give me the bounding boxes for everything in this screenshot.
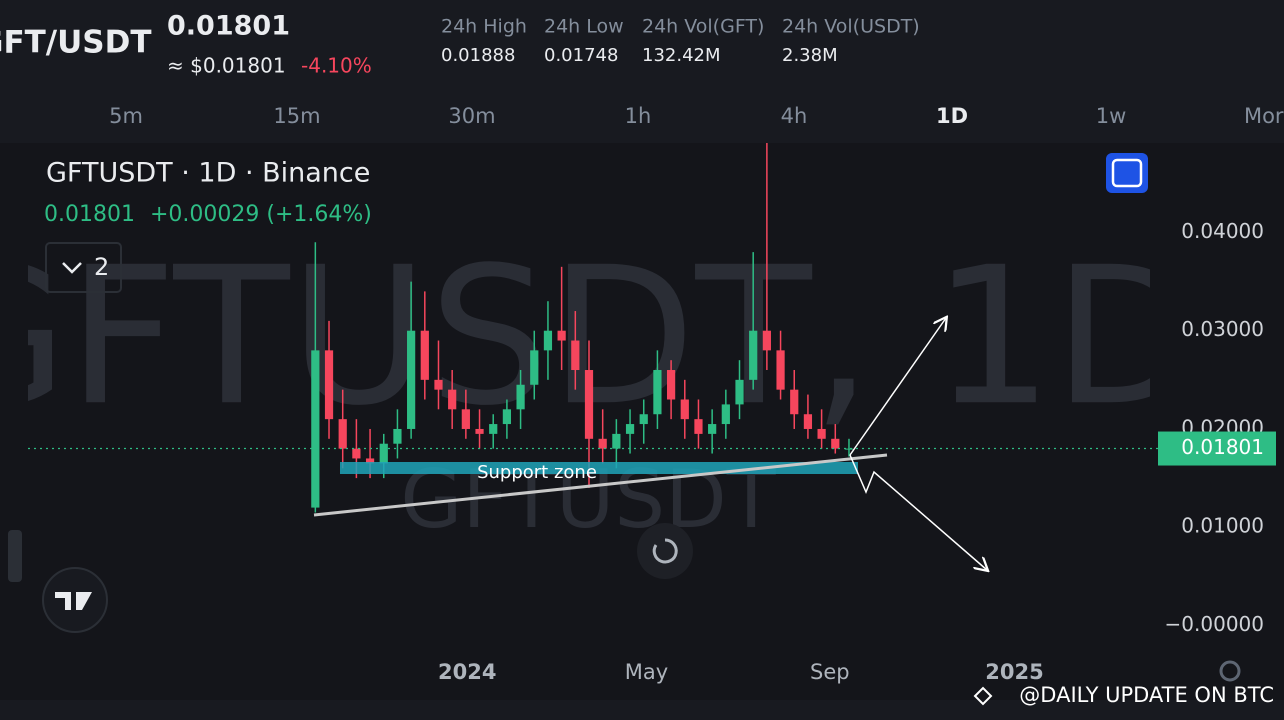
timeframe-tab[interactable]: 4h — [781, 104, 808, 128]
stat-value: 0.01888 — [441, 45, 515, 66]
candle-body — [393, 428, 402, 444]
candle-body — [461, 409, 470, 429]
candle-body — [598, 438, 607, 449]
candle-body — [584, 370, 594, 439]
candle-body — [776, 350, 785, 390]
candle-body — [653, 370, 662, 415]
candle-body — [694, 419, 703, 434]
candle-body — [803, 414, 813, 429]
candle-body — [666, 370, 676, 400]
header-bg — [0, 0, 1284, 143]
candle-body — [489, 424, 498, 434]
indicator-toggle[interactable] — [45, 242, 122, 293]
last-price-label: 0.01801 — [1181, 435, 1264, 459]
tv-logo[interactable] — [42, 567, 108, 633]
candle-body — [571, 340, 580, 371]
indicator-count: 2 — [94, 253, 109, 281]
candle-body — [721, 404, 730, 425]
candle-body — [543, 330, 553, 351]
candle-body — [475, 428, 484, 434]
candle-body — [708, 424, 717, 434]
x-tick-label: Sep — [810, 660, 850, 684]
candle-body — [762, 330, 771, 351]
trend-line — [313, 453, 888, 517]
support-label: Support zone — [477, 462, 597, 483]
stat-label: 24h Vol(USDT) — [782, 16, 920, 38]
y-tick-label: 0.03000 — [1181, 317, 1264, 341]
candle-body — [680, 399, 689, 420]
change: -4.10% — [301, 54, 372, 78]
candle-body — [749, 330, 758, 380]
candle-body — [420, 330, 429, 380]
timeframe-tab[interactable]: 1w — [1096, 104, 1127, 128]
x-tick-label: May — [625, 660, 668, 684]
candle-body — [625, 424, 635, 434]
price: 0.01801 — [167, 11, 290, 42]
candle-body — [379, 443, 388, 464]
candle-body — [502, 409, 512, 425]
fullscreen-icon — [1111, 158, 1143, 188]
footer-logo — [973, 686, 993, 706]
timeframe-tab[interactable]: 1h — [625, 104, 652, 128]
stat-value: 2.38M — [782, 45, 838, 66]
candle-body — [790, 389, 799, 415]
stat-label: 24h Vol(GFT) — [642, 16, 764, 38]
reset-icon — [652, 538, 678, 564]
candle-body — [557, 330, 566, 341]
reset-button[interactable] — [637, 523, 693, 579]
candle-body — [338, 419, 347, 449]
timeframe-tab[interactable]: 1D — [936, 104, 968, 128]
watermark: GFTUSDT, 1D — [0, 226, 1200, 447]
chart-title: GFTUSDT · 1D · Binance — [46, 158, 370, 189]
legend-price: 0.01801 — [44, 202, 135, 227]
candle-body — [516, 384, 525, 410]
candle-body — [817, 428, 826, 439]
footer-bg — [0, 700, 1284, 720]
candle-body — [324, 350, 334, 420]
candle-body — [831, 438, 840, 449]
candle-body — [434, 379, 443, 390]
y-tick-label: −0.00000 — [1165, 612, 1264, 636]
support-zone — [340, 462, 858, 474]
y-tick-label: 0.01000 — [1181, 514, 1264, 538]
last-price-tag — [1158, 431, 1276, 466]
chevron-icon — [62, 262, 82, 274]
usd-price: ≈ $0.01801 — [167, 54, 286, 78]
legend-change: +0.00029 (+1.64%) — [150, 202, 372, 227]
stat-label: 24h High — [441, 16, 527, 38]
candle-body — [448, 389, 457, 410]
side-tab[interactable] — [8, 530, 22, 582]
settings-icon[interactable] — [1219, 660, 1241, 682]
candle-body — [639, 414, 648, 425]
candle-body — [612, 433, 621, 449]
candle-body — [530, 350, 539, 385]
timeframe-tab[interactable]: 30m — [448, 104, 495, 128]
candle-body — [365, 458, 375, 464]
x-tick-label: 2024 — [438, 660, 496, 684]
pair: GFT/USDT — [0, 25, 151, 61]
stat-value: 132.42M — [642, 45, 721, 66]
candle-body — [844, 448, 854, 450]
stat-label: 24h Low — [544, 16, 624, 38]
stat-value: 0.01748 — [544, 45, 618, 66]
candle-body — [407, 330, 416, 429]
footer-watermark: @DAILY UPDATE ON BTC — [1019, 683, 1274, 707]
candle-body — [352, 448, 361, 459]
tv-logo-mark — [55, 592, 92, 610]
candle-body — [735, 379, 744, 405]
arrow-down — [849, 454, 987, 570]
fullscreen-button[interactable] — [1106, 153, 1148, 193]
candle-body — [311, 350, 320, 508]
timeframe-tab[interactable]: More — [1244, 104, 1284, 128]
arrow-up — [849, 318, 946, 456]
y-tick-label: 0.04000 — [1181, 219, 1264, 243]
x-tick-label: 2025 — [985, 660, 1043, 684]
timeframe-tab[interactable]: 5m — [109, 104, 143, 128]
timeframe-tab[interactable]: 15m — [273, 104, 320, 128]
